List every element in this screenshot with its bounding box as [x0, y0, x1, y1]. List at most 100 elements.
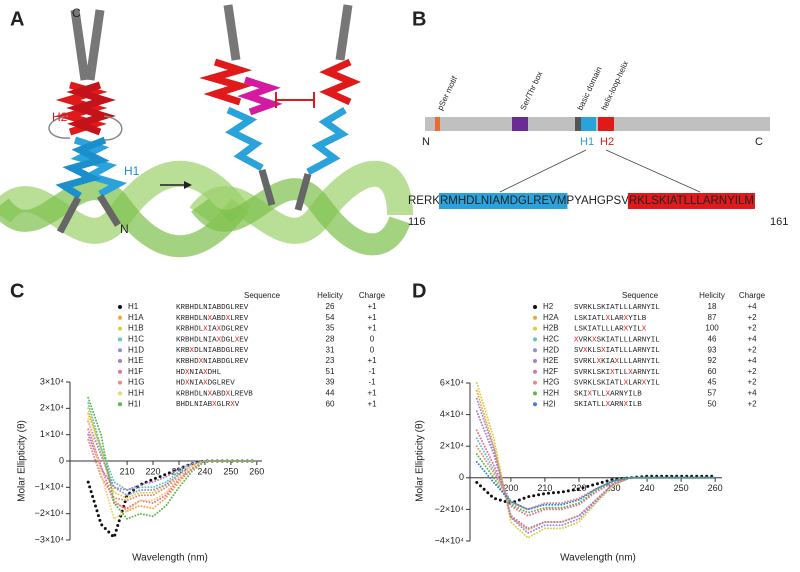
sequence-segment: RERK: [408, 195, 440, 207]
charge-value: +2: [747, 399, 757, 408]
y-tick-label: −2×10⁴: [35, 508, 65, 518]
series-line: [87, 438, 258, 502]
table-header: Charge: [359, 291, 386, 300]
legend-marker: [118, 348, 122, 353]
domain: [435, 117, 440, 131]
series-line: [475, 410, 717, 530]
terminus-label: C: [755, 136, 763, 148]
legend-name: H2H: [543, 389, 559, 398]
domain: [581, 117, 596, 131]
series-line: [475, 389, 717, 532]
legend-marker: [533, 391, 537, 396]
x-tick-label: 240: [197, 466, 212, 476]
y-tick-label: −2×10⁴: [435, 504, 465, 514]
sequence-text: HDXNIAXDGLREV: [176, 380, 235, 388]
legend-marker: [118, 305, 122, 309]
legend-name: H2B: [543, 324, 559, 333]
legend-name: H1G: [128, 378, 144, 387]
charge-value: +4: [747, 302, 757, 311]
y-tick-label: 0: [59, 455, 64, 465]
x-tick-label: 260: [249, 466, 264, 476]
legend-name: H1B: [128, 324, 144, 333]
charge-value: +1: [367, 356, 377, 365]
residue-number: 161: [770, 216, 788, 228]
legend-marker: [533, 402, 537, 407]
series-line: [475, 474, 717, 505]
series-line: [87, 428, 258, 510]
x-tick-label: 220: [146, 466, 161, 476]
legend-marker: [533, 305, 537, 309]
series-line: [87, 420, 258, 497]
legend-marker: [118, 359, 122, 363]
legend-name: H2: [543, 302, 554, 311]
helicity-value: 45: [708, 378, 717, 387]
charge-value: +1: [367, 302, 377, 311]
legend-name: H1H: [128, 389, 144, 398]
table-header: Sequence: [244, 291, 281, 300]
sequence-text: KRBHDXNIABDGLREV: [176, 358, 249, 366]
terminus-label: N: [422, 136, 430, 148]
x-tick-label: 250: [223, 466, 238, 476]
table-header: Helicity: [317, 291, 343, 300]
legend-name: H2F: [543, 367, 558, 376]
table-header: Charge: [739, 291, 766, 300]
legend-name: H1I: [128, 399, 140, 408]
sequence-text: SVRKLSKIATLXLARXYIL: [574, 380, 660, 388]
domain: [598, 117, 614, 131]
legend-marker: [533, 369, 537, 374]
y-tick-label: −1×10⁴: [35, 482, 65, 492]
sequence-text: KRBHDLNXABDXLREV: [176, 315, 249, 323]
legend-name: H1F: [128, 367, 143, 376]
helix-highlight: [627, 193, 755, 209]
y-tick-label: 0: [459, 472, 464, 482]
panel-a-art: [0, 4, 413, 258]
panel-label: D: [412, 280, 426, 302]
helicity-value: 50: [708, 399, 717, 408]
sequence-text: KRBHDLNXABDXLREVB: [176, 390, 253, 398]
motif-label: helix-loop-helix: [600, 60, 631, 112]
terminus-label: N: [120, 222, 129, 236]
legend-marker: [118, 391, 122, 396]
helix-highlight: [438, 193, 568, 209]
legend-name: H2G: [543, 378, 559, 387]
series-line: [475, 437, 717, 511]
y-tick-label: 6×10⁴: [440, 377, 464, 387]
charge-value: -1: [368, 378, 376, 387]
helicity-value: 23: [326, 356, 335, 365]
terminus-label: C: [72, 6, 81, 20]
helicity-value: 54: [326, 313, 335, 322]
legend-name: H1: [128, 302, 139, 311]
legend-marker: [118, 402, 122, 407]
sequence-text: SVRKLSKIXTLLXARNYIL: [574, 369, 660, 377]
x-tick-label: 260: [708, 483, 723, 493]
legend-marker: [118, 326, 122, 331]
series-line: [475, 453, 717, 514]
charge-value: +2: [747, 378, 757, 387]
y-axis-title: Molar Ellipticity (θ): [17, 420, 28, 502]
sequence-segment: RKLSKIATLLLARNYILM: [629, 195, 754, 207]
y-tick-label: 2×10⁴: [440, 441, 464, 451]
helicity-value: 39: [326, 378, 335, 387]
legend-marker: [533, 337, 537, 342]
y-tick-label: −3×10⁴: [35, 534, 65, 544]
series-line: [87, 402, 258, 492]
helicity-value: 18: [708, 302, 717, 311]
sequence-text: LSKIATLLLARXYILX: [574, 326, 647, 334]
legend-name: H2D: [543, 345, 559, 354]
sequence-text: SVRKLXKIAXLLLARNYIL: [574, 358, 660, 366]
helicity-value: 28: [326, 335, 335, 344]
sequence-text: KRBHDLNIABDGLREV: [176, 304, 249, 312]
helix-label: H2: [600, 136, 614, 148]
series-line: [475, 397, 717, 535]
legend-marker: [533, 380, 537, 385]
sequence-text: HDXNIAXDHL: [176, 369, 222, 377]
legend-marker: [533, 359, 537, 363]
domain: [512, 117, 528, 131]
x-axis-title: Wavelength (nm): [560, 553, 636, 564]
helicity-value: 26: [326, 302, 335, 311]
series-line: [87, 417, 258, 521]
residue-number: 116: [408, 216, 426, 228]
helicity-value: 92: [708, 356, 717, 365]
y-tick-label: 1×10⁴: [40, 429, 64, 439]
